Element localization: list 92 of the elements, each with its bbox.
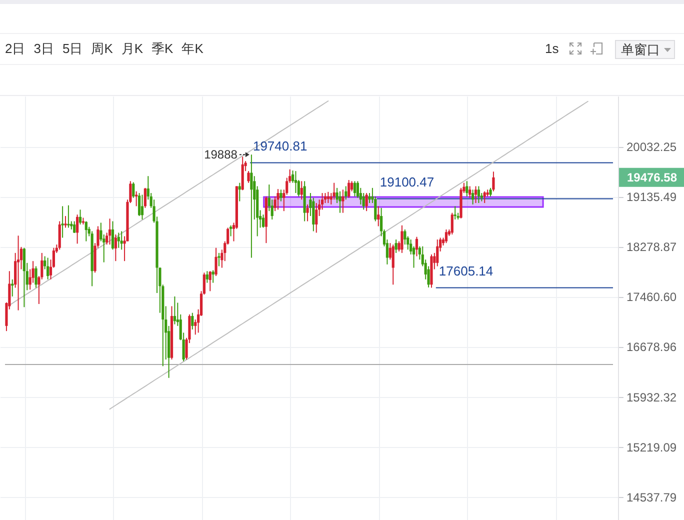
candlestick: [365, 192, 368, 212]
candlestick: [474, 186, 478, 204]
candlestick: [108, 218, 112, 246]
candlestick: [61, 206, 64, 238]
candlestick: [368, 192, 371, 204]
interval-label: 1s: [545, 41, 559, 57]
candlestick: [67, 204, 70, 228]
candlestick: [114, 234, 117, 262]
candlestick: [312, 197, 315, 232]
candlestick: [466, 180, 468, 197]
candlestick: [84, 220, 88, 242]
candlestick: [450, 212, 454, 235]
candlestick: [280, 189, 282, 202]
candlestick: [247, 170, 250, 184]
candlestick: [315, 202, 318, 234]
y-tick-label: 18278.87: [626, 240, 677, 254]
candlestick: [468, 186, 472, 198]
candlestick: [400, 224, 404, 254]
candlestick: [454, 206, 456, 220]
y-tick-label: 19135.49: [626, 190, 677, 204]
y-tick-label: 16678.96: [626, 340, 677, 354]
period-label: 2日: [5, 40, 26, 58]
candlestick: [16, 235, 20, 311]
candlestick: [132, 182, 135, 198]
candlestick: [218, 252, 220, 267]
y-tick-label: 17460.60: [626, 290, 677, 304]
annotation: 19888: [204, 148, 238, 162]
candlestick: [173, 296, 176, 325]
candlestick: [326, 191, 330, 204]
candlestick: [78, 209, 82, 225]
candlestick: [472, 189, 474, 205]
candlestick: [22, 247, 26, 308]
candlestick: [377, 206, 380, 227]
candlestick: [208, 270, 212, 292]
candlestick: [206, 270, 208, 284]
candlestick: [138, 192, 141, 217]
period-label: 年K: [182, 40, 204, 58]
y-tick-label: 20032.25: [626, 140, 677, 154]
candlestick: [46, 257, 50, 280]
candlestick: [120, 230, 123, 250]
candlestick: [294, 170, 298, 194]
candlestick: [348, 180, 350, 198]
period-label: 季K: [152, 40, 174, 58]
candlestick: [483, 190, 486, 204]
candlestick: [436, 239, 439, 267]
candlestick: [415, 236, 418, 257]
candlestick: [300, 180, 303, 200]
candlestick: [238, 182, 241, 202]
candlestick: [11, 278, 14, 297]
candlestick: [492, 171, 495, 192]
candlestick: [444, 228, 448, 244]
candlestick: [117, 232, 120, 248]
text: 19476.58: [626, 170, 678, 184]
candlestick: [306, 204, 309, 222]
candlestick: [250, 154, 253, 258]
candlestick: [191, 312, 194, 330]
y-tick-label: 15932.32: [626, 390, 677, 404]
candlestick: [76, 214, 79, 244]
candlestick: [338, 190, 342, 214]
ref-line-label: 19740.81: [252, 138, 308, 154]
period-label: 3日: [34, 40, 54, 58]
dropdown: 单窗口: [615, 40, 675, 59]
line-series: [8, 100, 329, 306]
ref-line-label: 19100.47: [380, 174, 434, 190]
candlestick: [135, 190, 138, 207]
candlestick: [262, 214, 265, 228]
ref-line-label: 17605.14: [438, 264, 494, 279]
period-label: 月K: [121, 40, 144, 58]
line-series: [109, 100, 588, 410]
candlestick: [214, 247, 218, 277]
candlestick: [394, 239, 398, 254]
candlestick: [140, 194, 144, 220]
candlestick: [111, 220, 114, 250]
candlestick: [73, 220, 76, 234]
candlestick: [404, 228, 406, 246]
candlestick: [392, 244, 394, 286]
y-tick-label: 14537.79: [626, 490, 677, 504]
candlestick: [212, 270, 214, 284]
candlestick: [344, 186, 348, 200]
candlestick: [353, 180, 356, 197]
candlestick: [332, 182, 336, 200]
candlestick: [276, 188, 280, 210]
candlestick: [342, 189, 344, 214]
candlestick: [229, 224, 232, 237]
candlestick: [144, 187, 146, 208]
candlestick: [34, 266, 38, 288]
candlestick: [64, 216, 67, 228]
period-label: 5日: [62, 40, 83, 58]
candlestick: [477, 186, 480, 204]
period-label: 周K: [91, 40, 113, 58]
candlestick: [58, 220, 61, 250]
y-tick-label: 15219.09: [626, 440, 677, 454]
